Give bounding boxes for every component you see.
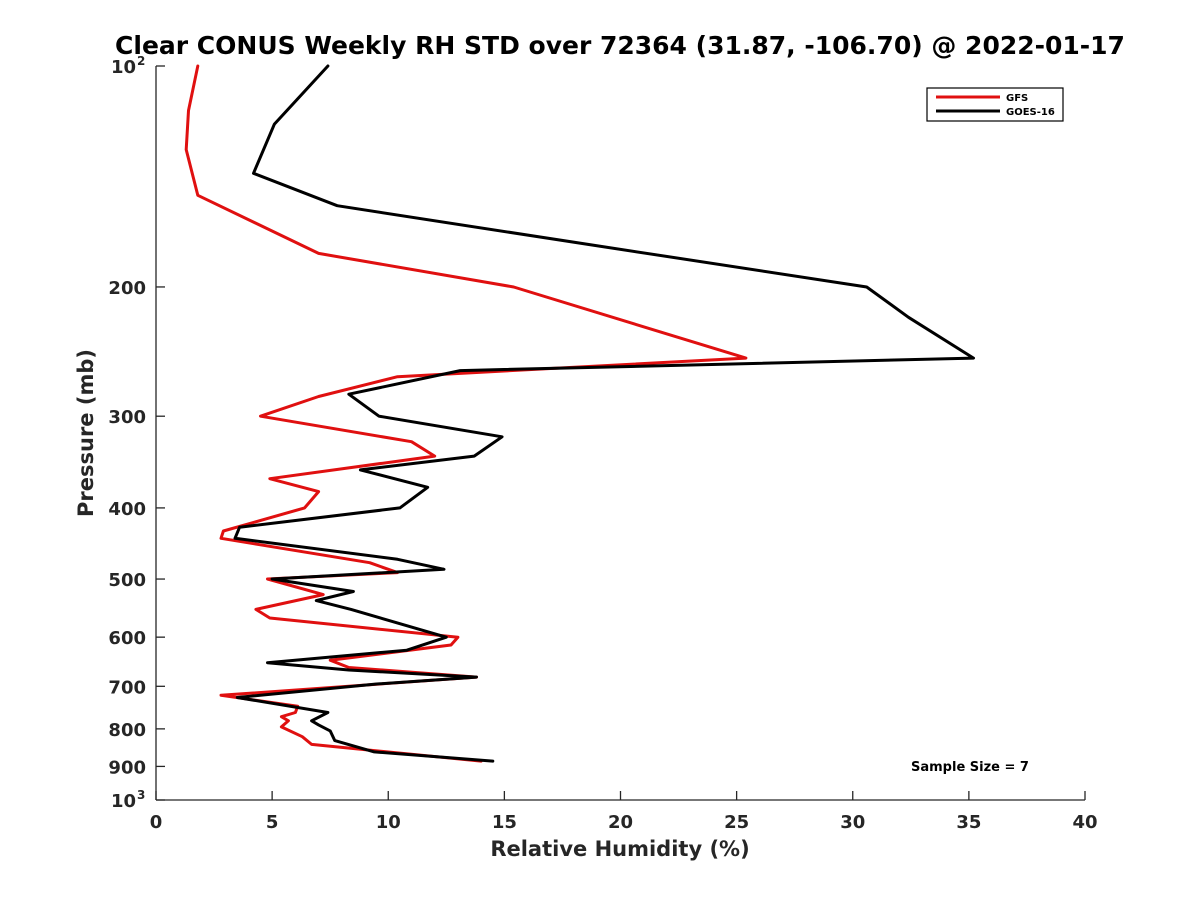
x-tick-label: 0 <box>150 812 163 833</box>
y-axis-label: Pressure (mb) <box>74 349 98 517</box>
y-tick-label: 800 <box>108 720 146 741</box>
legend: GFS GOES-16 <box>926 87 1064 122</box>
y-tick-exponent: 2 <box>137 54 145 68</box>
legend-label-goes16: GOES-16 <box>1006 107 1055 118</box>
x-axis-label: Relative Humidity (%) <box>490 837 749 861</box>
y-tick-label-power: 10 <box>111 791 136 812</box>
y-tick-label: 600 <box>108 628 146 649</box>
y-tick-label: 200 <box>108 278 146 299</box>
series-layer <box>184 64 975 763</box>
y-tick-label: 500 <box>108 570 146 591</box>
series-line-goes16 <box>233 64 975 763</box>
x-ticks: 0 5 10 15 20 25 30 35 40 <box>150 791 1098 833</box>
x-tick-label: 30 <box>840 812 865 833</box>
y-tick-label: 900 <box>108 757 146 778</box>
y-tick-label-power: 10 <box>111 57 136 78</box>
x-tick-label: 20 <box>608 812 633 833</box>
y-tick-label: 400 <box>108 499 146 520</box>
chart-title: Clear CONUS Weekly RH STD over 72364 (31… <box>115 31 1125 60</box>
x-tick-label: 25 <box>724 812 749 833</box>
legend-box <box>926 87 1064 122</box>
y-tick-label: 300 <box>108 407 146 428</box>
x-tick-label: 35 <box>956 812 981 833</box>
x-tick-label: 15 <box>492 812 517 833</box>
sample-size-annotation: Sample Size = 7 <box>911 760 1029 775</box>
y-tick-label: 700 <box>108 677 146 698</box>
y-tick-exponent: 3 <box>137 788 145 802</box>
legend-label-gfs: GFS <box>1006 93 1028 104</box>
x-tick-label: 10 <box>376 812 401 833</box>
x-tick-label: 5 <box>266 812 279 833</box>
x-tick-label: 40 <box>1072 812 1097 833</box>
